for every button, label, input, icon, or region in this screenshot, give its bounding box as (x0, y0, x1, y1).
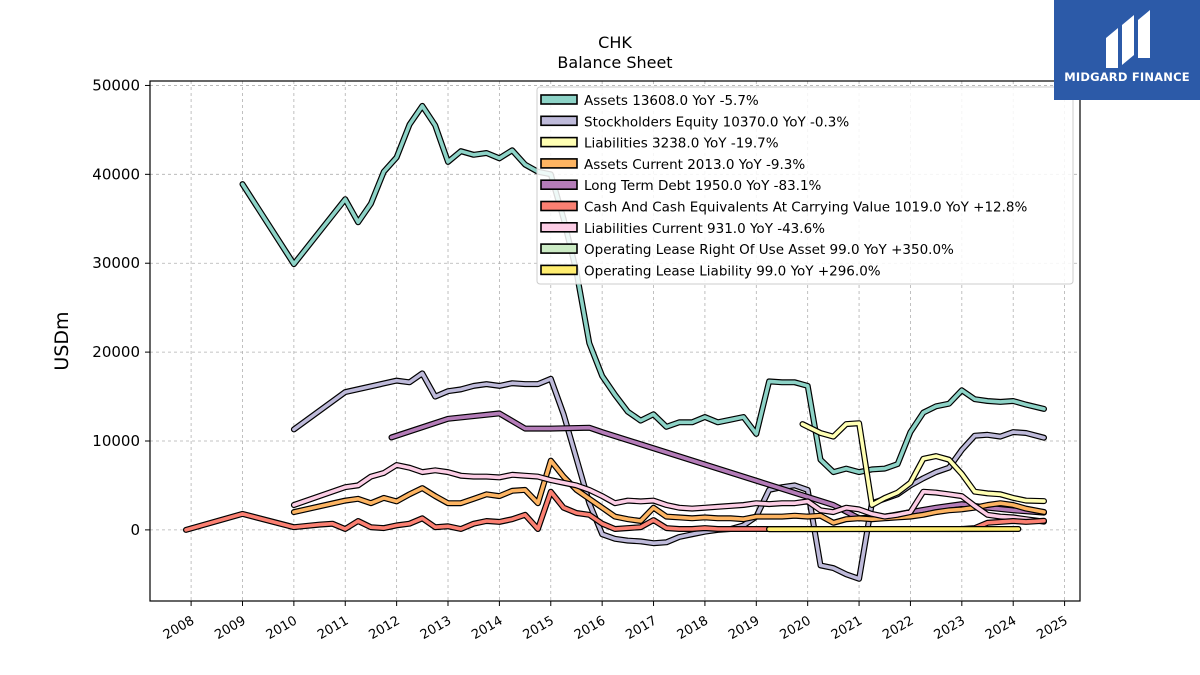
x-tick-label: 2025 (1034, 613, 1070, 643)
series-stroke (292, 371, 1046, 581)
series-stroke (292, 458, 1046, 525)
legend-swatch (540, 222, 578, 233)
x-tick-label: 2023 (932, 613, 968, 643)
series-line (290, 370, 1047, 582)
legend-swatch (540, 200, 578, 212)
legend-swatch (540, 243, 578, 254)
x-tick-label: 2014 (469, 613, 505, 643)
x-tick-label: 2021 (829, 613, 865, 643)
legend: Assets 13608.0 YoY -5.7% Stockholders Equ… (536, 86, 1074, 285)
y-tick-label: 50000 (92, 76, 140, 94)
legend-swatch (540, 264, 578, 276)
x-tick-label: 2012 (366, 613, 402, 643)
legend-entry: Liabilities Current 931.0 YoY -43.6% (584, 221, 825, 237)
x-tick-label: 2011 (315, 613, 351, 643)
legend-swatch (540, 136, 578, 148)
y-tick-label: 0 (130, 521, 140, 539)
x-tick-label: 2009 (212, 613, 248, 643)
x-tick-label: 2013 (418, 613, 454, 643)
series-line (290, 457, 1047, 526)
brand-logo: MIDGARD FINANCE (1054, 0, 1200, 100)
x-tick-label: 2015 (521, 613, 557, 643)
legend-entry: Assets 13608.0 YoY -5.7% (584, 93, 759, 109)
legend-entry: Operating Lease Liability 99.0 YoY +296.… (584, 263, 881, 279)
series-stroke (240, 104, 1046, 474)
legend-swatch (540, 179, 578, 190)
y-tick-label: 30000 (92, 254, 140, 272)
series-stroke (800, 421, 1046, 507)
series-line (799, 420, 1047, 508)
x-tick-label: 2020 (778, 613, 814, 643)
series-line (290, 462, 1047, 525)
legend-swatch (540, 115, 578, 127)
x-tick-label: 2016 (572, 613, 608, 643)
plot-frame (149, 80, 1081, 602)
legend-entry: Long Term Debt 1950.0 YoY -83.1% (584, 178, 822, 194)
x-tick-label: 2017 (623, 613, 659, 643)
y-axis: 0 10000 20000 30000 40000 50000 (92, 76, 150, 539)
series-line (239, 102, 1047, 476)
legend-entry: Operating Lease Right Of Use Asset 99.0 … (584, 242, 954, 258)
brand-name: MIDGARD FINANCE (1064, 70, 1190, 84)
brand-mark-icon (1106, 10, 1150, 68)
y-tick-label: 10000 (92, 432, 140, 450)
series-stroke (292, 463, 1046, 524)
legend-entry: Cash And Cash Equivalents At Carrying Va… (584, 200, 1028, 216)
chart-title: CHK (598, 33, 632, 52)
x-axis: 2008 2009 2010 2011 2012 2013 2014 2015 2016 2017… (161, 601, 1071, 643)
legend-entry: Assets Current 2013.0 YoY -9.3% (584, 157, 805, 173)
x-tick-label: 2018 (675, 613, 711, 643)
chart-subtitle: Balance Sheet (557, 53, 672, 72)
x-tick-label: 2019 (726, 613, 762, 643)
x-tick-label: 2022 (880, 613, 916, 643)
legend-swatch (540, 94, 578, 105)
legend-box (536, 86, 1074, 285)
x-tick-label: 2024 (983, 613, 1019, 643)
y-axis-label: USDm (51, 311, 73, 370)
x-tick-label: 2008 (161, 613, 197, 643)
legend-entry: Stockholders Equity 10370.0 YoY -0.3% (584, 114, 849, 130)
legend-entry: Liabilities 3238.0 YoY -19.7% (584, 136, 779, 152)
legend-swatch (540, 158, 578, 169)
x-tick-label: 2010 (264, 613, 300, 643)
y-tick-label: 20000 (92, 343, 140, 361)
y-tick-label: 40000 (92, 165, 140, 183)
series-lines (183, 102, 1047, 582)
